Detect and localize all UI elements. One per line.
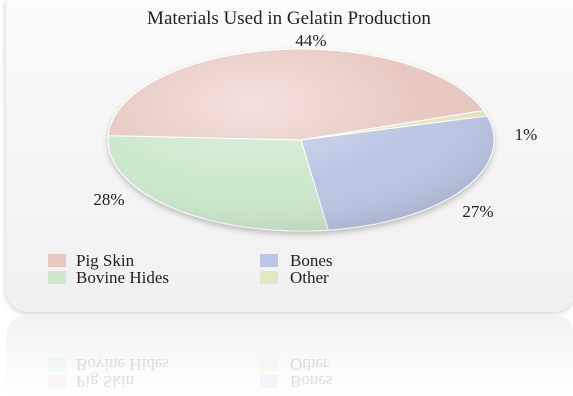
pie-gloss <box>108 49 494 231</box>
legend-label-pig-skin: Pig Skin <box>76 251 135 270</box>
legend-label-bones: Bones <box>290 251 333 270</box>
legend-swatch-bones <box>260 254 278 267</box>
reflection-label-bones: Bones <box>290 372 333 391</box>
chart-card: Materials Used in Gelatin Production 44%… <box>6 0 573 312</box>
legend: Pig Skin Bones Bovine Hides Other <box>48 251 333 287</box>
reflection-swatch-bones <box>260 375 278 388</box>
legend-swatch-bovine-hides <box>48 271 66 284</box>
slice-label-pig-skin: 44% <box>295 31 326 50</box>
pie-chart: Materials Used in Gelatin Production 44%… <box>48 8 538 287</box>
legend-swatch-pig-skin <box>48 254 66 267</box>
legend-swatch-other <box>260 271 278 284</box>
reflection-label-bovine-hides: Bovine Hides <box>76 355 169 374</box>
reflection-label-other: Other <box>290 355 329 374</box>
legend-label-bovine-hides: Bovine Hides <box>76 268 169 287</box>
reflection-swatch-bovine-hides <box>48 358 66 371</box>
reflection-swatch-other <box>260 358 278 371</box>
slice-label-bones: 27% <box>462 202 493 221</box>
reflection-label-pig-skin: Pig Skin <box>76 372 135 391</box>
slice-label-other: 1% <box>515 125 538 144</box>
reflection-swatch-pig-skin <box>48 375 66 388</box>
slice-label-bovine-hides: 28% <box>93 190 124 209</box>
legend-label-other: Other <box>290 268 329 287</box>
chart-reflection: Pig Skin Bones Bovine Hides Other <box>6 315 573 396</box>
chart-title: Materials Used in Gelatin Production <box>147 8 431 29</box>
